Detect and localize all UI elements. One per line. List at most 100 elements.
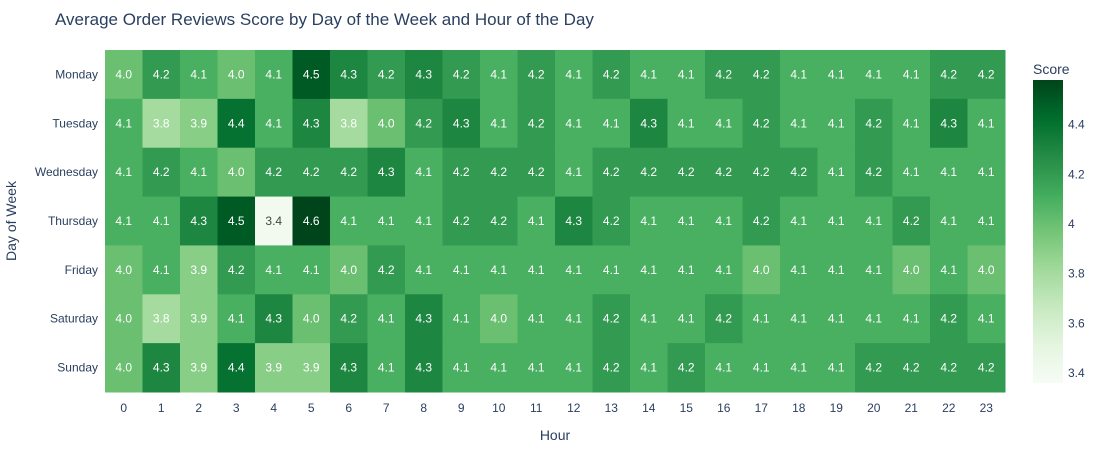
heatmap-cell	[292, 98, 331, 149]
heatmap-cell	[667, 147, 706, 198]
heatmap-cell-label: 4.1	[115, 214, 132, 228]
heatmap-cell	[817, 343, 856, 393]
heatmap-cell-label: 4.5	[228, 214, 245, 228]
heatmap-cell-label: 4.2	[453, 67, 470, 81]
heatmap-cell-label: 4.2	[603, 361, 620, 375]
heatmap-cell	[142, 50, 181, 100]
heatmap-cell	[630, 50, 668, 100]
heatmap-cell-label: 4.1	[640, 312, 657, 326]
x-axis-ticks: 0 1 2 3 4 5 6 7 8 9 10 11 12 13 14 15 16 17 18 19 20 21 22 23	[120, 401, 993, 415]
heatmap-cell	[330, 98, 368, 149]
heatmap-cell	[367, 50, 406, 100]
heatmap-cell-label: 4.1	[565, 116, 582, 130]
heatmap-cell-label: 4.1	[153, 263, 170, 277]
heatmap-cell	[892, 50, 931, 100]
heatmap-cell	[292, 147, 331, 198]
heatmap-cell	[705, 50, 743, 100]
heatmap-cell	[855, 147, 893, 198]
x-tick-label: 9	[458, 401, 465, 415]
heatmap-cell	[517, 50, 556, 100]
heatmap-cell-label: 4.2	[228, 263, 245, 277]
heatmap-cell	[667, 245, 706, 295]
heatmap-cell-label: 4.1	[865, 312, 882, 326]
heatmap-cell-label: 4.1	[715, 116, 732, 130]
heatmap-cell	[405, 98, 443, 149]
heatmap-cell	[255, 98, 293, 149]
heatmap-cell	[892, 294, 931, 344]
heatmap-cell	[255, 196, 293, 246]
heatmap-cell	[742, 147, 781, 198]
heatmap-cell-label: 4.2	[303, 165, 320, 179]
y-axis-ticks: Monday Tuesday Wednesday Thursday Friday Satu…	[35, 67, 98, 374]
heatmap-cell-label: 4.1	[265, 67, 282, 81]
heatmap-cell-label: 4.2	[490, 165, 507, 179]
heatmap-cell-label: 3.4	[265, 214, 282, 228]
colorbar-ticks: 3.4 3.6 3.8 4 4.2 4.4	[1068, 118, 1085, 380]
heatmap-cell	[405, 147, 443, 198]
heatmap-cell	[555, 98, 593, 149]
heatmap-cell	[817, 294, 856, 344]
heatmap-cell-label: 4.1	[715, 263, 732, 277]
heatmap-cell	[105, 196, 143, 246]
heatmap-cell	[930, 147, 968, 198]
heatmap-cell	[930, 343, 968, 393]
heatmap-cell	[592, 343, 631, 393]
heatmap-cell	[630, 98, 668, 149]
heatmap-cell-label: 4.2	[678, 165, 695, 179]
heatmap-cell	[292, 196, 331, 246]
heatmap-cell	[105, 343, 143, 393]
heatmap-cell-label: 4.1	[978, 312, 995, 326]
x-tick-label: 23	[980, 401, 994, 415]
heatmap-cell	[105, 147, 143, 198]
heatmap-cell-label: 4.1	[678, 263, 695, 277]
heatmap-cell	[705, 294, 743, 344]
heatmap-cell-label: 4.2	[265, 165, 282, 179]
heatmap-cell-label: 4.1	[303, 263, 320, 277]
heatmap-cell	[930, 294, 968, 344]
heatmap-cell	[930, 245, 968, 295]
heatmap-cell-label: 4.3	[640, 116, 657, 130]
heatmap-cell-label: 4.3	[415, 361, 432, 375]
heatmap-cell-label: 4.2	[603, 67, 620, 81]
heatmap-cell	[217, 343, 256, 393]
heatmap-cell	[630, 245, 668, 295]
heatmap-cell	[592, 245, 631, 295]
heatmap-cell	[442, 98, 481, 149]
heatmap-cell	[592, 147, 631, 198]
x-tick-label: 2	[195, 401, 202, 415]
heatmap-cell	[967, 343, 1006, 393]
heatmap-cell-label: 4.1	[340, 214, 357, 228]
heatmap-cell	[292, 245, 331, 295]
heatmap-cell	[442, 196, 481, 246]
heatmap-cell	[105, 50, 143, 100]
heatmap-cell-label: 4.0	[115, 361, 132, 375]
heatmap-cell-label: 4.1	[265, 116, 282, 130]
heatmap-cell-label: 4.3	[415, 67, 432, 81]
heatmap-cell-label: 4.2	[378, 67, 395, 81]
heatmap-cell	[442, 294, 481, 344]
heatmap-cell	[480, 196, 518, 246]
heatmap-cell	[892, 196, 931, 246]
heatmap-cell-label: 4.1	[490, 361, 507, 375]
heatmap-cell	[480, 294, 518, 344]
heatmap-cell-label: 4.1	[190, 67, 207, 81]
x-axis-title: Hour	[540, 427, 571, 443]
heatmap-cell	[592, 196, 631, 246]
heatmap-cell-label: 4.2	[903, 361, 920, 375]
heatmap-cell	[592, 98, 631, 149]
heatmap-cell-label: 4.0	[115, 263, 132, 277]
heatmap-cell	[817, 98, 856, 149]
heatmap-cell-label: 4.1	[378, 214, 395, 228]
heatmap-cell-label: 4.2	[903, 214, 920, 228]
heatmap-cell	[967, 196, 1006, 246]
heatmap-cell-label: 4.3	[378, 165, 395, 179]
x-tick-label: 7	[383, 401, 390, 415]
heatmap-cell-label: 4.1	[603, 116, 620, 130]
heatmap-cell	[667, 196, 706, 246]
heatmap-cell	[142, 294, 181, 344]
colorbar-tick-label: 4.4	[1068, 118, 1085, 132]
heatmap-cell-label: 4.1	[940, 263, 957, 277]
heatmap-cell-label: 4.1	[828, 361, 845, 375]
heatmap-cell	[555, 343, 593, 393]
heatmap-cell-label: 4.2	[678, 361, 695, 375]
